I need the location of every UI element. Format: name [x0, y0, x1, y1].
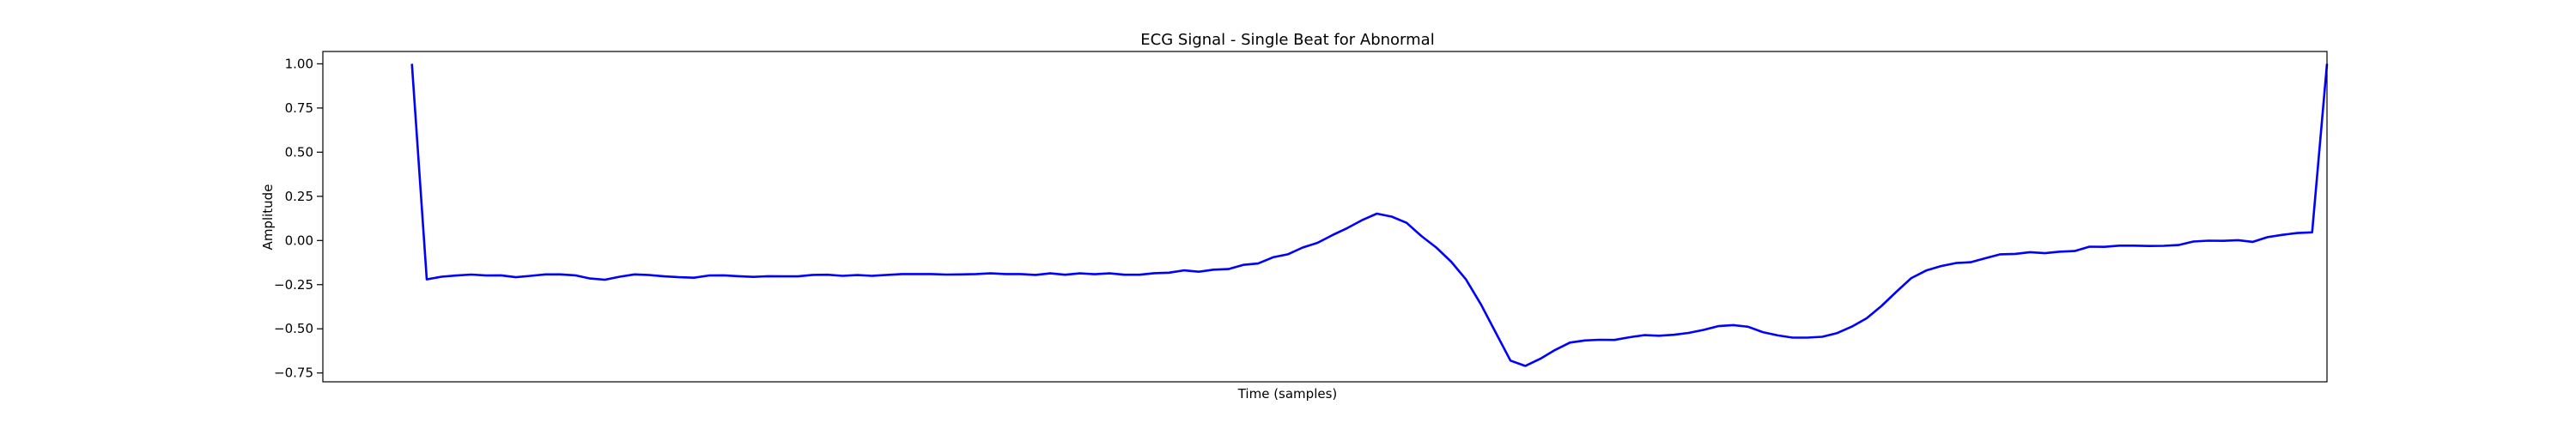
plot-area	[410, 63, 2329, 367]
plot-frame	[322, 51, 2328, 383]
y-axis: 1.00 0.75 0.50 0.25 0.00 −0.25 −0.50 −0.75	[274, 56, 323, 381]
series-line-0	[410, 63, 2329, 367]
y-tick-label: 0.25	[285, 189, 313, 204]
y-tick-label: 0.75	[285, 100, 313, 116]
y-tick-label: 0.50	[285, 144, 313, 160]
y-tick-label: 0.00	[285, 233, 313, 248]
y-tick-label: 1.00	[285, 56, 313, 71]
y-axis-label: Amplitude	[260, 184, 276, 251]
chart-title: ECG Signal - Single Beat for Abnormal	[1140, 31, 1434, 49]
y-tick-label: −0.75	[274, 366, 313, 381]
y-tick-label: −0.25	[274, 277, 313, 293]
x-axis-label: Time (samples)	[1237, 386, 1338, 402]
y-tick-label: −0.50	[274, 321, 313, 336]
